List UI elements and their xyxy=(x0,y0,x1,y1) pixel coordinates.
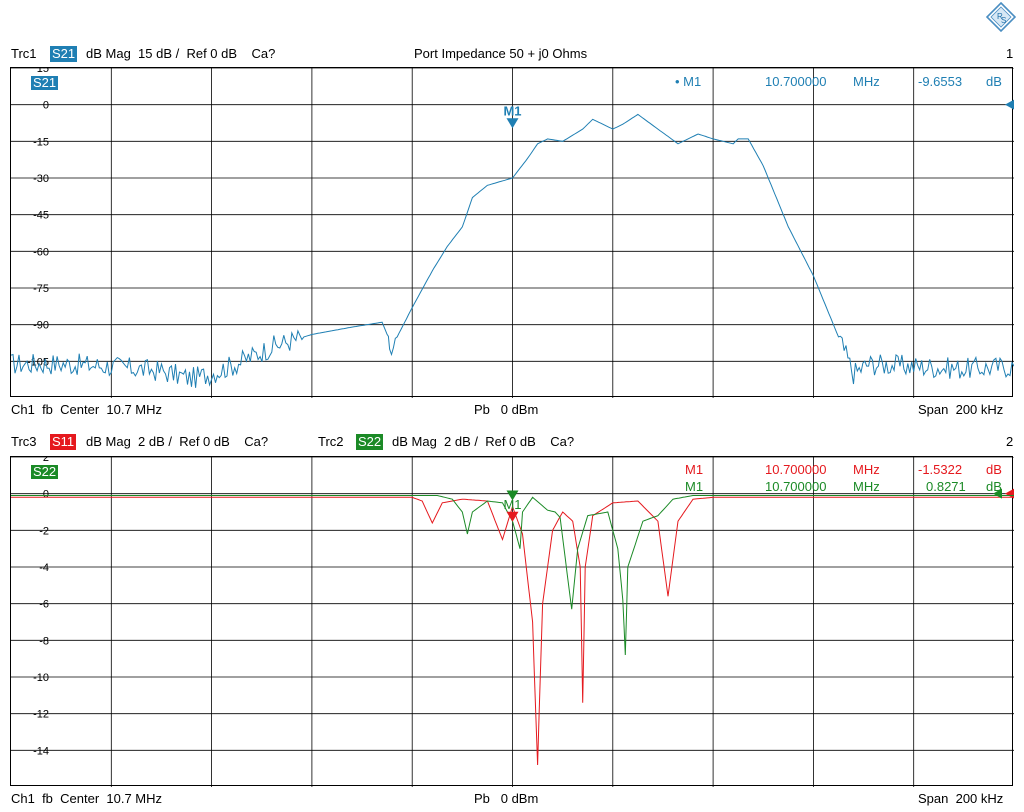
channel-info-1[interactable]: Ch1 fb Center 10.7 MHz xyxy=(11,402,163,417)
channel-info-2[interactable]: Ch1 fb Center 10.7 MHz xyxy=(11,791,163,806)
marker-m1-unit: MHz xyxy=(853,74,880,89)
marker-s11-m1-freq: 10.700000 xyxy=(765,462,827,477)
marker-s22-m1-freq: 10.700000 xyxy=(765,479,827,494)
trace-param-s22[interactable]: S22 xyxy=(356,434,384,450)
y-tick-label: -4 xyxy=(39,562,49,574)
marker-s22-m1-unit: MHz xyxy=(853,479,880,494)
marker-m1-triangle[interactable] xyxy=(506,118,519,129)
y-tick-label: -45 xyxy=(33,210,49,222)
marker-m1-value-unit: dB xyxy=(986,74,1002,89)
y-tick-label: 0 xyxy=(43,100,49,112)
ref-level-arrow-s11[interactable] xyxy=(1005,488,1014,499)
trace-label-trc2[interactable]: Trc2 xyxy=(318,434,344,449)
active-trace-box-s21[interactable]: S21 xyxy=(31,75,59,90)
y-tick-label: -14 xyxy=(33,745,49,757)
y-tick-label: -15 xyxy=(33,136,49,148)
trace-label-trc1[interactable]: Trc1 xyxy=(11,46,37,61)
marker-m1-freq: 10.700000 xyxy=(765,74,827,89)
trace-format-trc2[interactable]: dB Mag 2 dB / Ref 0 dB Ca? xyxy=(392,434,575,449)
y-tick-label: 2 xyxy=(43,457,49,464)
marker-s22-m1-name[interactable]: M1 xyxy=(685,479,704,494)
marker-m1-triangle[interactable] xyxy=(506,490,519,501)
marker-m1-triangle[interactable] xyxy=(506,511,519,522)
y-tick-label: -90 xyxy=(33,320,49,332)
ref-level-arrow-s22[interactable] xyxy=(993,488,1002,499)
diagram-1-plot[interactable]: 15 0 -15 -30 -45 -60 -75 -90 -105 M1 S21 • M1 10.… xyxy=(10,67,1014,398)
active-trace-box-s22[interactable]: S22 xyxy=(31,464,59,479)
port-impedance-title: Port Impedance 50 + j0 Ohms xyxy=(414,46,588,61)
y-tick-label: -10 xyxy=(33,672,49,684)
diagram-2-svg: 2 0 -2 -4 -6 -8 -10 -12 -14 M1 xyxy=(11,457,1014,787)
marker-s11-m1-unit: MHz xyxy=(853,462,880,477)
trace-format-trc1[interactable]: dB Mag 15 dB / Ref 0 dB Ca? xyxy=(86,46,276,61)
y-tick-label: -8 xyxy=(39,635,49,647)
marker-s11-m1-value: -1.5322 xyxy=(918,462,963,477)
power-info-1[interactable]: Pb 0 dBm xyxy=(474,402,539,417)
power-info-2[interactable]: Pb 0 dBm xyxy=(474,791,539,806)
y-tick-label: -6 xyxy=(39,599,49,611)
y-tick-label: 0 xyxy=(43,489,49,501)
svg-text:S: S xyxy=(1001,16,1006,25)
trace-label-trc3[interactable]: Trc3 xyxy=(11,434,37,449)
y-tick-label: -2 xyxy=(39,525,49,537)
marker-m1-bullet[interactable]: • M1 xyxy=(675,74,702,89)
span-info-2[interactable]: Span 200 kHz xyxy=(918,791,1004,806)
span-info-1[interactable]: Span 200 kHz xyxy=(918,402,1004,417)
trace-s21[interactable] xyxy=(11,113,1014,388)
marker-s22-m1-value-unit: dB xyxy=(986,479,1002,494)
diagram-number-1: 1 xyxy=(1006,46,1014,61)
marker-s11-m1-value-unit: dB xyxy=(986,462,1002,477)
trace-format-trc3[interactable]: dB Mag 2 dB / Ref 0 dB Ca? xyxy=(86,434,269,449)
marker-s11-m1-name[interactable]: M1 xyxy=(685,462,704,477)
rohde-schwarz-logo-icon: R S xyxy=(986,2,1016,32)
ref-level-arrow-s21[interactable] xyxy=(1005,99,1014,110)
marker-m1-tag[interactable]: M1 xyxy=(503,497,521,512)
logo-svg: R S xyxy=(986,2,1016,32)
y-tick-label: -30 xyxy=(33,173,49,185)
y-tick-label: -60 xyxy=(33,246,49,258)
trace-s22[interactable] xyxy=(11,495,1014,656)
y-tick-label: -75 xyxy=(33,283,49,295)
marker-s22-m1-value: 0.8271 xyxy=(926,479,966,494)
y-tick-label: 15 xyxy=(37,68,49,75)
svg-text:R: R xyxy=(997,12,1003,21)
diagram-2-plot[interactable]: 2 0 -2 -4 -6 -8 -10 -12 -14 M1 S22 M1 10.700000 M… xyxy=(10,456,1014,787)
marker-m1-tag[interactable]: M1 xyxy=(503,103,521,118)
y-tick-label: -12 xyxy=(33,709,49,721)
trace-param-s21[interactable]: S21 xyxy=(50,46,78,62)
trace-param-s11[interactable]: S11 xyxy=(50,434,77,450)
marker-m1-value: -9.6553 xyxy=(918,74,963,89)
diagram-number-2: 2 xyxy=(1006,434,1014,449)
